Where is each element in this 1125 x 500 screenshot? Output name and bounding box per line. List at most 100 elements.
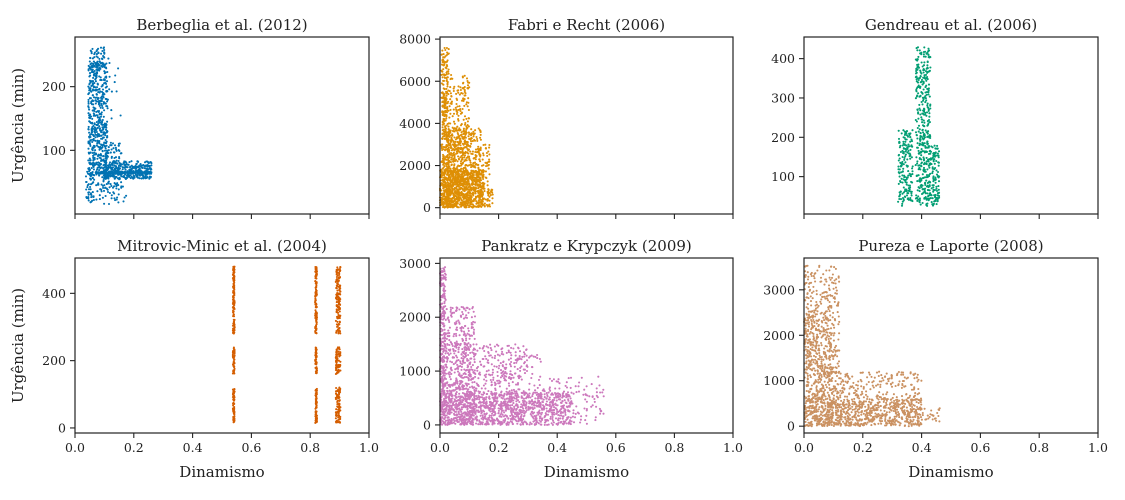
data-point [97,122,100,126]
data-point [89,144,92,147]
data-point [232,388,235,391]
data-point [105,122,108,126]
data-point [105,161,108,164]
data-point [478,197,481,200]
data-point [233,408,236,411]
data-point [468,175,471,179]
data-point [461,151,464,154]
data-point [314,299,317,302]
data-point [910,194,913,197]
data-point [927,53,930,56]
data-point [445,73,448,76]
data-point [114,183,117,186]
data-point [314,392,317,395]
data-point [920,78,924,81]
data-point [923,46,926,49]
data-point [462,197,465,200]
data-point [467,311,470,314]
data-point [85,180,88,184]
data-point [929,197,932,200]
data-point [87,188,91,191]
data-point [336,359,339,362]
data-point [917,152,920,155]
data-point [105,89,108,93]
data-point [98,67,101,70]
data-point [113,164,116,167]
data-point [101,146,104,149]
data-point [314,353,317,356]
data-point [114,169,117,172]
data-point [87,125,90,128]
data-point [89,192,92,195]
data-point [936,192,939,195]
data-point [918,180,921,183]
data-point [339,290,342,293]
data-point [457,171,460,174]
data-point [104,76,107,79]
data-point [233,304,236,307]
data-point [918,201,921,204]
data-point [127,175,130,178]
y-tick-label: 2000 [399,158,431,173]
data-point [90,171,94,174]
data-point [102,186,105,189]
data-point [456,105,459,108]
data-point [467,353,470,357]
data-point [92,139,95,142]
data-point [447,146,450,149]
data-point [474,186,477,189]
data-point [488,153,491,156]
data-point [442,56,445,59]
data-point [99,157,102,160]
data-point [919,75,922,78]
data-point [122,162,125,165]
panel-title: Gendreau et al. (2006) [865,16,1037,34]
data-point [103,56,106,59]
data-point [457,133,460,136]
data-point [926,192,929,195]
data-point [451,188,454,191]
data-point [337,391,341,394]
data-point [447,175,450,178]
data-point [116,167,119,170]
data-point [916,199,919,202]
data-point [440,143,443,146]
data-point [931,184,934,187]
data-point [899,150,902,154]
data-point [449,153,452,156]
data-point [335,350,338,353]
data-point [456,183,459,186]
data-point [472,204,475,207]
data-point [442,290,446,293]
data-point [315,284,318,287]
data-point [91,138,94,141]
data-point [454,172,457,175]
data-point [442,97,445,100]
data-point [110,197,113,200]
data-point [88,87,91,90]
data-point [923,113,926,116]
data-point [89,63,92,66]
data-point [445,168,448,171]
data-point [927,83,931,86]
data-point [469,172,472,175]
data-point [917,174,920,177]
data-point [480,200,483,203]
data-point [924,162,927,165]
data-point [91,84,94,87]
data-point [916,58,919,61]
data-point [459,151,462,154]
data-point [452,193,455,196]
data-point [103,141,106,144]
data-point [928,112,931,115]
data-point [102,123,105,126]
data-point [97,154,100,157]
data-point [98,116,101,119]
data-point [96,66,99,69]
data-point [923,197,926,200]
data-point [930,201,933,204]
data-point [452,108,455,111]
data-point [465,143,468,146]
data-point [93,174,96,177]
data-point [938,175,941,178]
